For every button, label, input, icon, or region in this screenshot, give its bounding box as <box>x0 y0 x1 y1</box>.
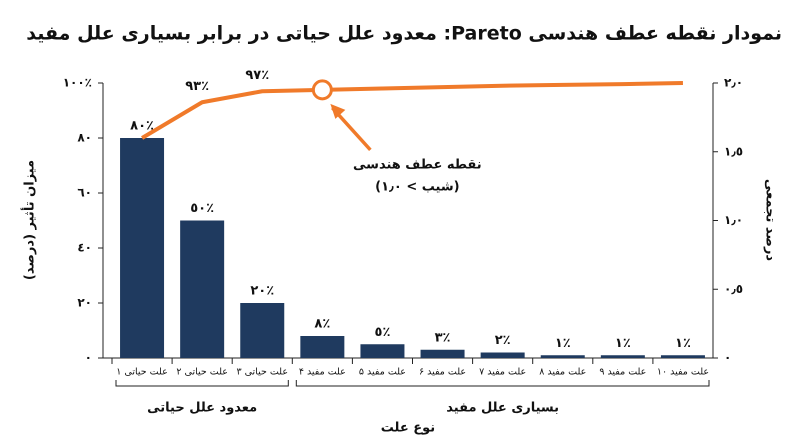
bar <box>240 303 285 358</box>
group-label: بسیاری علل مفید <box>446 401 559 416</box>
bar-value-label: ١٪ <box>555 336 571 351</box>
x-tick-label: علت مفید ۸ <box>539 367 586 378</box>
bar <box>360 344 405 358</box>
group-label: معدود علل حیاتی <box>147 401 257 416</box>
knee-marker <box>311 79 333 101</box>
y2-tick-label: ١٫٠ <box>724 213 743 227</box>
x-tick-label: علت حیاتی ۱ <box>116 367 168 378</box>
bar <box>660 355 705 358</box>
x-tick-label: علت مفید ۹ <box>599 367 646 378</box>
x-tick-label: علت مفید ۴ <box>299 367 346 378</box>
bar-value-label: ٨٪ <box>314 317 330 332</box>
bar <box>480 352 525 358</box>
y-tick-label: ٦٠ <box>77 186 92 200</box>
x-tick-label: علت مفید ۱۰ <box>657 367 709 378</box>
bar <box>180 220 225 358</box>
group-bracket <box>115 380 289 387</box>
bar <box>120 138 165 358</box>
y-tick-label: ٤٠ <box>77 241 92 255</box>
y2-tick-label: ٢٫٠ <box>724 76 743 90</box>
bar <box>420 349 465 358</box>
x-tick-label: علت حیاتی ۲ <box>176 367 228 378</box>
bar-value-label: ٥٠٪ <box>190 201 214 216</box>
cumulative-line <box>141 81 683 140</box>
bar <box>540 355 585 358</box>
group-bracket <box>295 380 710 387</box>
y2-axis-title: درصد تجمعی <box>763 179 778 262</box>
y2-tick-label: ٠٫٥ <box>724 282 743 296</box>
bar <box>300 336 345 358</box>
y-tick-label: ١٠٠٪ <box>63 76 92 90</box>
x-tick-label: علت مفید ۷ <box>479 367 526 378</box>
chart-title: نمودار نقطه عطف هندسی Pareto: معدود علل … <box>26 23 782 45</box>
y2-tick-label: ١٫٥ <box>724 144 743 158</box>
bar-value-label: ٢٪ <box>495 333 511 348</box>
line-value-label: ٩٧٪ <box>245 68 269 83</box>
y-axis-title: میزان تأثیر (درصد) <box>21 160 38 280</box>
x-axis-title: نوع علت <box>381 421 435 436</box>
knee-label: نقطه عطف هندسی <box>353 157 482 172</box>
bar-value-label: ١٪ <box>615 336 631 351</box>
x-tick-label: علت مفید ۵ <box>359 367 406 378</box>
knee-arrowhead <box>330 103 346 119</box>
bar-value-label: ٨٠٪ <box>130 119 154 134</box>
x-tick-label: علت مفید ۶ <box>419 367 466 378</box>
bar-value-label: ٣٪ <box>435 330 451 345</box>
x-tick-label: علت حیاتی ۳ <box>237 367 289 378</box>
y2-tick-label: ٠ <box>724 351 731 365</box>
bar-value-label: ١٪ <box>675 336 691 351</box>
knee-sublabel: (شیب > ١٫٠) <box>375 179 459 194</box>
bar-value-label: ٢٠٪ <box>250 284 274 299</box>
bar-value-label: ٥٪ <box>375 325 391 340</box>
line-value-label: ٩٣٪ <box>185 79 209 94</box>
y-tick-label: ٠ <box>85 351 92 365</box>
y-tick-label: ٢٠ <box>77 296 92 310</box>
bar <box>600 355 645 358</box>
y-tick-label: ٨٠ <box>77 131 92 145</box>
